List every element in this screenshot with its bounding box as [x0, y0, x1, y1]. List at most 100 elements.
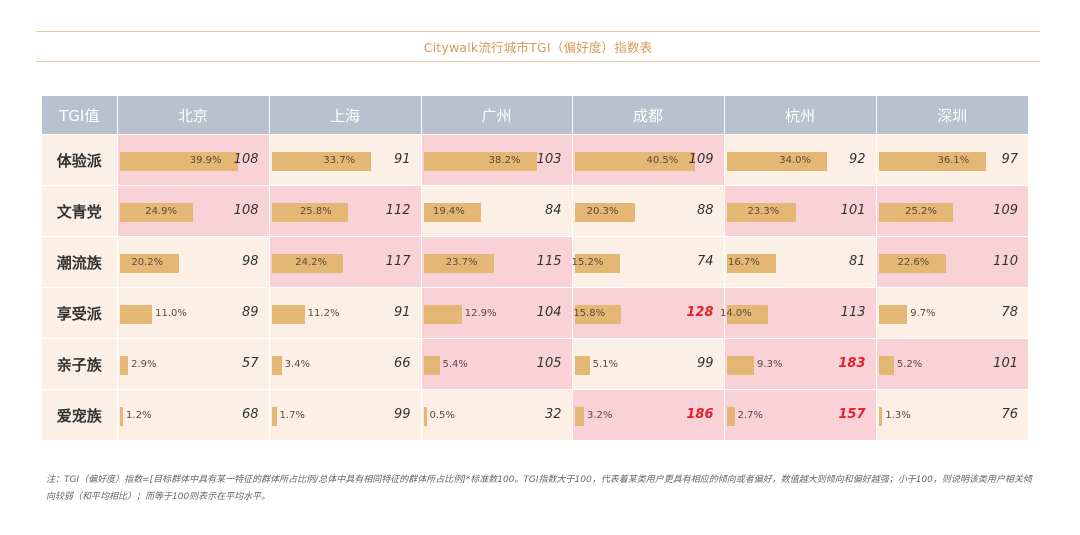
tgi-value: 105: [536, 356, 562, 371]
tgi-value: 113: [840, 305, 866, 320]
share-bar: [423, 254, 494, 273]
tgi-value: 98: [241, 254, 259, 269]
tgi-value: 183: [838, 356, 866, 371]
header-row: TGI值 北京 上海 广州 成都 杭州 深圳: [42, 96, 1028, 135]
share-label: 34.0%: [779, 155, 812, 166]
share-bar: [574, 203, 635, 222]
share-bar: [119, 152, 238, 171]
tgi-value: 92: [848, 152, 866, 167]
column-header-hangzhou: 杭州: [724, 96, 877, 135]
tgi-value: 88: [696, 203, 714, 218]
share-bar: [423, 356, 440, 375]
tgi-cell: 36.1% 97: [876, 134, 1028, 186]
tgi-value: 76: [1001, 407, 1018, 422]
share-bar: [878, 152, 986, 171]
share-label: 9.7%: [910, 308, 936, 319]
tgi-value: 74: [696, 254, 714, 269]
share-label: 1.2%: [126, 410, 152, 421]
share-label: 2.9%: [131, 359, 157, 370]
tgi-value: 97: [1001, 152, 1018, 167]
row-label: 亲子族: [42, 338, 118, 390]
share-bar: [423, 152, 537, 171]
table-row: 潮流族 20.2% 98 24.2% 117 23.7% 115 15.2% 74 16.7% 81…: [42, 236, 1028, 288]
tgi-cell: 25.2% 109: [876, 185, 1028, 237]
share-label: 25.8%: [299, 206, 332, 217]
tgi-cell: 12.9% 104: [421, 287, 573, 339]
tgi-cell: 22.6% 110: [876, 236, 1028, 288]
share-bar: [878, 203, 954, 222]
tgi-cell: 5.2% 101: [876, 338, 1028, 390]
share-bar: [119, 254, 180, 273]
tgi-cell: 1.2% 68: [117, 389, 270, 440]
share-bar: [726, 203, 796, 222]
share-label: 11.2%: [307, 308, 340, 319]
share-bar: [574, 356, 590, 375]
share-bar: [271, 254, 344, 273]
share-bar: [119, 407, 124, 426]
share-label: 1.3%: [885, 410, 911, 421]
column-header-shanghai: 上海: [269, 96, 422, 135]
share-bar: [423, 305, 462, 324]
tgi-cell: 23.7% 115: [421, 236, 573, 288]
tgi-cell: 15.8% 128: [572, 287, 725, 339]
tgi-cell: 15.2% 74: [572, 236, 725, 288]
tgi-cell: 16.7% 81: [724, 236, 877, 288]
tgi-value: 108: [233, 203, 259, 218]
tgi-cell: 1.7% 99: [269, 389, 422, 440]
tgi-cell: 39.9% 108: [117, 134, 270, 186]
tgi-cell: 23.3% 101: [724, 185, 877, 237]
tgi-cell: 3.4% 66: [269, 338, 422, 390]
tgi-value: 101: [993, 356, 1018, 371]
table-row: 爱宠族 1.2% 68 1.7% 99 0.5% 32 3.2% 186 2.7% 157 1.3% 7…: [42, 389, 1028, 440]
tgi-cell: 11.2% 91: [269, 287, 422, 339]
tgi-value: 66: [393, 356, 411, 371]
tgi-value: 68: [241, 407, 259, 422]
share-bar: [574, 152, 695, 171]
share-label: 33.7%: [323, 155, 356, 166]
share-label: 24.9%: [145, 206, 178, 217]
tgi-value: 109: [688, 152, 714, 167]
tgi-cell: 38.2% 103: [421, 134, 573, 186]
share-bar: [271, 305, 305, 324]
share-label: 24.2%: [295, 257, 327, 268]
row-label: 潮流族: [42, 236, 118, 288]
tgi-cell: 25.8% 112: [269, 185, 422, 237]
tgi-cell: 0.5% 32: [421, 389, 573, 440]
table-row: 享受派 11.0% 89 11.2% 91 12.9% 104 15.8% 128 14.0% 11…: [42, 287, 1028, 339]
share-bar: [878, 254, 946, 273]
share-bar: [271, 152, 372, 171]
tgi-value: 99: [696, 356, 714, 371]
tgi-value: 81: [848, 254, 866, 269]
row-label: 文青党: [42, 185, 118, 237]
share-label: 3.2%: [586, 410, 613, 421]
share-label: 3.4%: [284, 359, 310, 370]
share-bar: [726, 356, 755, 375]
share-label: 5.1%: [592, 359, 619, 370]
share-bar: [574, 305, 622, 324]
share-label: 36.1%: [937, 155, 970, 166]
tgi-value: 57: [241, 356, 259, 371]
tgi-table: TGI值 北京 上海 广州 成都 杭州 深圳 体验派 39.9% 108 33.7% 9…: [42, 96, 1028, 440]
tgi-cell: 5.1% 99: [572, 338, 725, 390]
table-row: 体验派 39.9% 108 33.7% 91 38.2% 103 40.5% 109 34.0% 9…: [42, 134, 1028, 186]
row-label: 爱宠族: [42, 389, 118, 440]
share-label: 39.9%: [189, 155, 222, 166]
share-label: 1.7%: [279, 410, 305, 421]
share-label: 12.9%: [464, 308, 497, 319]
share-label: 5.4%: [442, 359, 468, 370]
tgi-value: 117: [385, 254, 411, 269]
share-bar: [878, 407, 883, 426]
share-bar: [271, 356, 282, 375]
share-label: 22.6%: [897, 257, 930, 268]
tgi-value: 103: [536, 152, 562, 167]
tgi-cell: 14.0% 113: [720, 287, 877, 339]
tgi-value: 157: [838, 407, 866, 422]
row-label: 享受派: [42, 287, 118, 339]
corner-header: TGI值: [42, 96, 118, 135]
share-label: 23.3%: [747, 206, 780, 217]
tgi-value: 101: [840, 203, 866, 218]
share-label: 14.0%: [719, 308, 752, 319]
share-label: 20.2%: [131, 257, 164, 268]
row-label: 体验派: [42, 134, 118, 186]
share-label: 23.7%: [445, 257, 478, 268]
